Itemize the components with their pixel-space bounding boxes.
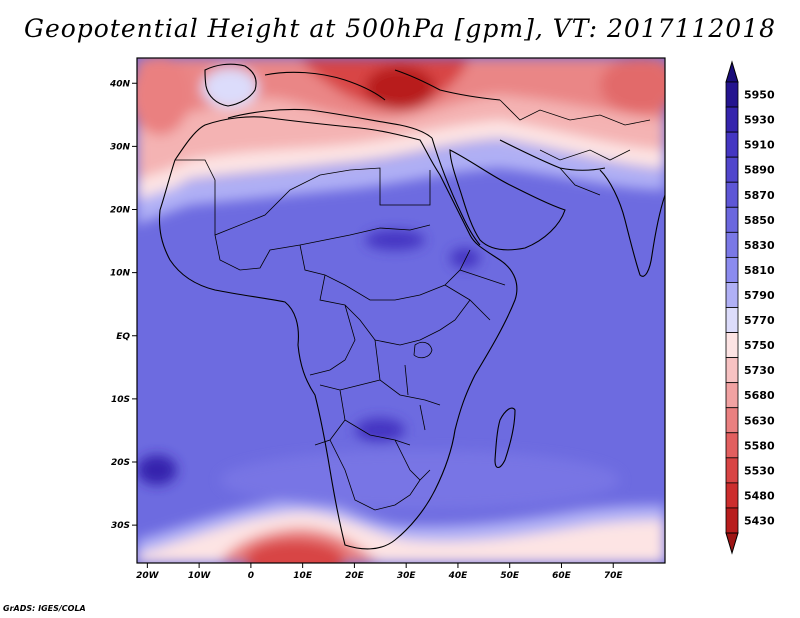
africa-coastline	[158, 116, 518, 550]
arabian-peninsula	[449, 149, 566, 251]
colorbar-swatch	[725, 81, 739, 108]
sahel-high	[365, 230, 425, 250]
lat-tick-label: EQ	[116, 332, 130, 342]
colorbar-level-label: 5630	[744, 414, 775, 427]
europe-coast	[204, 63, 501, 107]
colorbar-swatch	[725, 131, 739, 158]
border-lines	[175, 159, 506, 511]
colorbar-swatch	[725, 482, 739, 509]
asia-borders	[499, 99, 651, 196]
map-title: Geopotential Height at 500hPa [gpm], VT:…	[23, 14, 777, 43]
lon-tick-label: 20W	[136, 571, 160, 581]
colorbar-level-label: 5530	[744, 464, 775, 477]
lat-tick-label: 20S	[111, 458, 130, 468]
colorbar-level-label: 5770	[744, 314, 775, 327]
colorbar-swatch	[725, 231, 739, 258]
latitude-axis: 40N 30N 20N 10N EQ 10S 20S 30S	[109, 79, 137, 531]
lake-victoria	[413, 341, 433, 359]
north-transition-band	[137, 142, 665, 225]
colorbar-level-label: 5730	[744, 364, 775, 377]
colorbar-level-label: 5680	[744, 389, 775, 402]
lake-malawi	[419, 404, 426, 431]
colorbar-level-label: 5750	[744, 339, 775, 352]
lon-tick-label: 50E	[500, 571, 520, 581]
red-sea-coast	[431, 137, 481, 246]
colorbar-swatch	[725, 507, 739, 534]
lat-tick-label: 10S	[111, 395, 130, 405]
india-coast	[599, 169, 665, 277]
lon-tick-label: 40E	[448, 571, 469, 581]
colorbar-level-label: 5830	[744, 239, 775, 252]
colorbar-swatch	[725, 457, 739, 484]
colorbar-swatch	[725, 181, 739, 208]
colorbar-level-label: 5580	[744, 439, 775, 452]
contour-field	[137, 58, 665, 563]
lon-tick-label: 10W	[188, 571, 212, 581]
iberia-high	[202, 68, 258, 108]
colorbar-level-label: 5910	[744, 139, 775, 152]
colorbar-level-label: 5890	[744, 164, 775, 177]
map-frame	[136, 57, 666, 564]
colorbar-level-label: 5930	[744, 114, 775, 127]
grads-credit: GrADS: IGES/COLA	[3, 604, 86, 613]
country-borders	[175, 99, 651, 511]
zambia-high	[355, 418, 405, 442]
lat-tick-label: 30S	[111, 521, 130, 531]
colorbar-swatch	[725, 332, 739, 359]
lat-tick-label: 10N	[110, 269, 131, 279]
ethiopia-high	[450, 248, 480, 268]
colorbar-level-label: 5950	[744, 89, 775, 102]
colorbar-swatch	[725, 156, 739, 183]
madagascar-coast	[494, 407, 516, 469]
colorbar-bottom-arrow	[725, 532, 739, 555]
colorbar-level-label: 5810	[744, 264, 775, 277]
lon-tick-label: 70E	[604, 571, 624, 581]
colorbar-swatch	[725, 307, 739, 333]
lat-tick-label: 40N	[109, 79, 131, 89]
lon-tick-label: 20E	[345, 571, 365, 581]
longitude-axis: 20W 10W 0 10E 20E 30E 40E 50E 60E 70E	[136, 563, 623, 581]
colorbar: 5950 5930 5910 5890 5870 5850 5830 5810 5790 5770…	[725, 60, 775, 555]
persian-gulf-coast	[499, 139, 606, 171]
lake-tanganyika	[404, 364, 409, 396]
northwest-red	[137, 58, 190, 135]
lon-tick-label: 60E	[552, 571, 572, 581]
colorbar-swatch	[725, 282, 739, 308]
coastlines	[158, 63, 665, 550]
south-red-core	[245, 540, 345, 563]
colorbar-swatch	[725, 432, 739, 459]
east-red-core	[600, 58, 665, 113]
colorbar-level-label: 5430	[744, 514, 775, 527]
colorbar-swatch	[725, 256, 739, 283]
mediterranean-coast	[227, 108, 433, 139]
aegean-low	[365, 66, 435, 110]
colorbar-swatch	[725, 357, 739, 384]
colorbar-level-label: 5870	[744, 189, 775, 202]
lon-tick-label: 30E	[397, 571, 417, 581]
lat-tick-label: 30N	[110, 142, 131, 152]
colorbar-level-label: 5480	[744, 489, 775, 502]
colorbar-top-arrow	[725, 60, 739, 83]
colorbar-level-label: 5790	[744, 289, 775, 302]
colorbar-swatch	[725, 106, 739, 133]
lon-tick-label: 0	[248, 571, 254, 581]
lat-tick-label: 20N	[110, 206, 131, 216]
lon-tick-label: 10E	[293, 571, 313, 581]
colorbar-swatch	[725, 206, 739, 233]
atlantic-high	[137, 455, 177, 485]
colorbar-swatch	[725, 407, 739, 434]
colorbar-swatch	[725, 382, 739, 409]
colorbar-level-label: 5850	[744, 214, 775, 227]
